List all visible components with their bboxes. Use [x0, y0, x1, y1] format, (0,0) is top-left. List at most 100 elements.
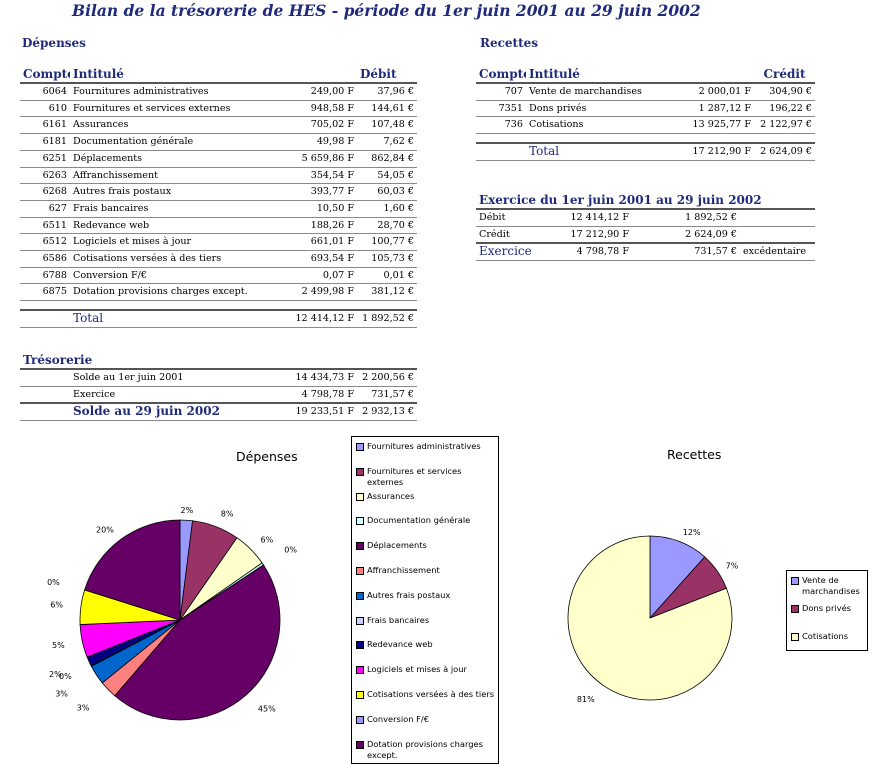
col-compte: Compte [20, 67, 70, 84]
depense-francs: 661,01 F [282, 233, 357, 252]
depense-compte: 6586 [20, 250, 70, 268]
depense-row: 6788 Conversion F/€ 0,07 F 0,01 € [20, 267, 417, 285]
depenses-slice-label: 0% [47, 578, 60, 587]
depenses-slice-label: 45% [258, 705, 276, 714]
depenses-slice [84, 519, 181, 621]
depense-compte: 6512 [20, 233, 70, 252]
exercice-debit-euros: 1 892,52 € [632, 209, 740, 227]
depense-compte: 6161 [20, 116, 70, 135]
depense-compte: 6263 [20, 167, 70, 185]
exercice-debit-francs: 12 414,12 F [548, 209, 632, 227]
depenses-legend-item: Affranchissement [356, 565, 498, 576]
depenses-legend-swatch [356, 666, 364, 675]
depense-euros: 1,60 € [357, 200, 417, 218]
recettes-chart-title: Recettes [667, 447, 722, 462]
depenses-slice-label: 0% [284, 545, 297, 554]
depenses-legend-swatch [356, 443, 364, 451]
tresorerie-solde-row: Solde au 1er juin 2001 14 434,73 F 2 200… [20, 369, 417, 387]
depenses-legend-label: Documentation générale [367, 515, 471, 526]
depenses-legend-swatch [356, 715, 364, 724]
exercice-heading: Exercice du 1er juin 2001 au 29 juin 200… [476, 193, 816, 210]
recette-row: 7351 Dons privés 1 287,12 F 196,22 € [476, 100, 815, 118]
depense-francs: 2 499,98 F [282, 283, 357, 302]
tresorerie-final-row: Solde au 29 juin 2002 19 233,51 F 2 932,… [20, 402, 417, 422]
col-intitule: Intitulé [70, 67, 282, 84]
depense-francs: 49,98 F [282, 133, 357, 151]
depenses-slice [114, 564, 281, 721]
page-title: Bilan de la trésorerie de HES - période … [72, 1, 701, 20]
recettes-legend-swatch [791, 605, 799, 613]
recette-row: 707 Vente de marchandises 2 000,01 F 304,90… [476, 83, 815, 101]
depense-intitule: Cotisations versées à des tiers [70, 250, 282, 268]
depenses-legend-label: Dotation provisions charges except. [367, 738, 483, 760]
depense-euros: 107,48 € [357, 116, 417, 135]
depense-francs: 705,02 F [282, 116, 357, 135]
col-credit: Crédit [754, 67, 815, 84]
depenses-slice-label: 6% [261, 535, 274, 544]
recette-intitule: Dons privés [526, 100, 674, 118]
depenses-heading: Dépenses [22, 36, 86, 50]
depense-intitule: Assurances [70, 116, 282, 135]
depense-francs: 5 659,86 F [282, 150, 357, 168]
recettes-legend-label: Cotisations [802, 631, 849, 641]
depenses-legend-swatch [356, 641, 364, 650]
depenses-legend-label: Redevance web [367, 639, 433, 650]
depenses-legend-item: Frais bancaires [356, 615, 498, 626]
depense-euros: 105,73 € [357, 250, 417, 268]
exercice-debit-label: Débit [476, 209, 548, 227]
depense-total-francs: 12 414,12 F [282, 309, 357, 328]
depense-intitule: Autres frais postaux [70, 183, 282, 201]
recettes-pie-chart: 12% 7% 81% [567, 528, 739, 704]
tresorerie-exercice-francs: 4 798,78 F [282, 386, 357, 404]
depense-euros: 54,05 € [357, 167, 417, 185]
depenses-legend-label: Fournitures administratives [367, 441, 481, 451]
depenses-pie-chart: 2% 8%6%0%45%3%3%0%2%5%6%0%20% [47, 506, 297, 721]
recettes-slice-label: 81% [577, 695, 595, 704]
depense-francs: 249,00 F [282, 83, 357, 101]
recette-total-label: Total [526, 142, 674, 161]
depenses-legend-item: Fournitures administratives [356, 441, 498, 452]
depense-francs: 693,54 F [282, 250, 357, 268]
col-intitule: Intitulé [526, 67, 674, 84]
recette-compte: 736 [476, 116, 526, 135]
recette-francs: 13 925,77 F [674, 116, 754, 135]
depense-intitule: Fournitures et services externes [70, 100, 282, 118]
exercice-credit-row: Crédit 17 212,90 F 2 624,09 € [476, 226, 816, 244]
depenses-legend-label: Cotisations versées à des tiers [367, 689, 495, 699]
depenses-slice-label: 2% [181, 506, 194, 515]
depenses-legend-swatch [356, 616, 364, 625]
depense-euros: 0,01 € [357, 267, 417, 285]
depenses-chart-title: Dépenses [236, 449, 298, 464]
depense-row: 6586 Cotisations versées à des tiers 693,5… [20, 250, 417, 268]
tresorerie-final-francs: 19 233,51 F [282, 402, 357, 422]
tresorerie-final-euros: 2 932,13 € [357, 402, 417, 422]
recette-intitule: Vente de marchandises [526, 83, 674, 101]
depenses-legend-swatch [356, 591, 364, 600]
depenses-slice-label: 3% [55, 690, 68, 699]
depenses-slice-label: 0% [59, 672, 72, 681]
tresorerie-solde-francs: 14 434,73 F [282, 369, 357, 387]
exercice-credit-euros: 2 624,09 € [632, 226, 740, 244]
recette-euros: 304,90 € [754, 83, 815, 101]
depense-francs: 948,58 F [282, 100, 357, 118]
recette-spacer [476, 134, 815, 144]
depense-total-euros: 1 892,52 € [357, 309, 417, 328]
depenses-legend: Fournitures administratives Fournitures e… [351, 436, 499, 764]
recettes-heading: Recettes [480, 36, 539, 50]
depense-compte: 6181 [20, 133, 70, 151]
depenses-legend-swatch [356, 467, 364, 476]
tresorerie-exercice-euros: 731,57 € [357, 386, 417, 404]
recettes-legend-label: Dons privés [802, 603, 852, 613]
recettes-slice [567, 535, 733, 701]
depense-intitule: Conversion F/€ [70, 267, 282, 285]
depense-compte: 6788 [20, 267, 70, 285]
tresorerie-header-row: Trésorerie [20, 353, 417, 370]
recettes-legend-swatch [791, 577, 799, 585]
exercice-debit-row: Débit 12 414,12 F 1 892,52 € [476, 209, 816, 227]
depenses-slice-label: 6% [50, 601, 63, 610]
depense-intitule: Documentation générale [70, 133, 282, 151]
recette-francs: 2 000,01 F [674, 83, 754, 101]
